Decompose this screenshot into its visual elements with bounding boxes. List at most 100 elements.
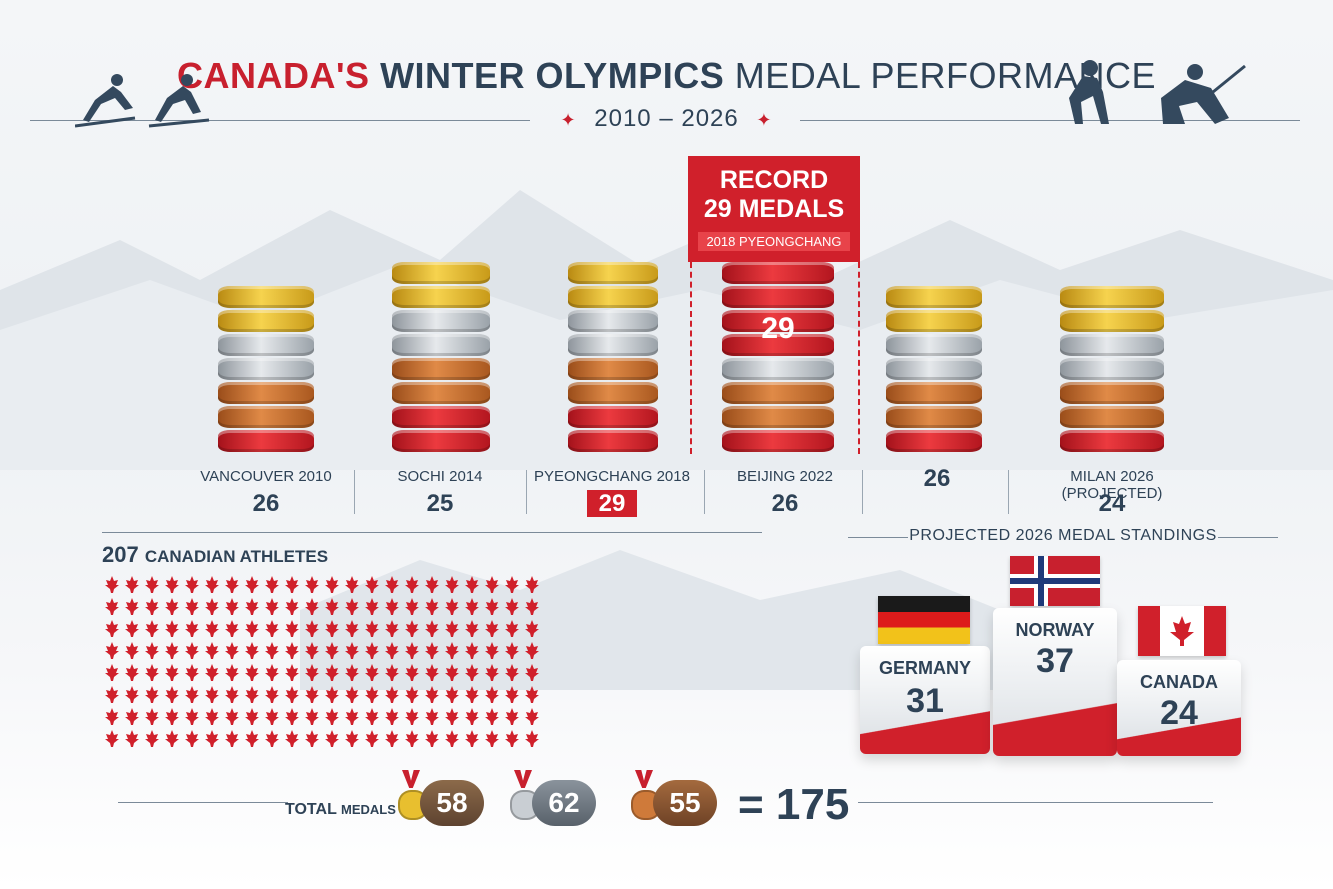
medal-disc <box>568 286 658 308</box>
podium-norway: NORWAY 37 <box>993 608 1117 756</box>
maple-leaf-icon <box>345 708 359 725</box>
maple-leaf-icon <box>385 708 399 725</box>
medal-disc <box>886 286 982 308</box>
medal-disc <box>722 286 834 308</box>
maple-leaf-icon <box>185 642 199 659</box>
podium-country: CANADA <box>1140 672 1218 692</box>
grand-total: = 175 <box>738 780 850 829</box>
maple-leaf-icon <box>425 686 439 703</box>
tick-label: BEIJING 2022 <box>737 468 833 485</box>
maple-leaf-icon <box>385 598 399 615</box>
maple-leaf-icon <box>125 620 139 637</box>
maple-leaf-icon <box>505 708 519 725</box>
maple-leaf-icon <box>485 730 499 747</box>
year-range: ✦ 2010 – 2026 ✦ <box>560 105 773 132</box>
maple-leaf-icon <box>265 576 279 593</box>
maple-leaf-icon <box>525 708 539 725</box>
title-rule-right <box>800 120 1300 121</box>
maple-leaf-icon <box>225 620 239 637</box>
maple-leaf-icon <box>365 708 379 725</box>
medal-disc <box>1060 406 1164 428</box>
maple-leaf-icon <box>525 598 539 615</box>
maple-leaf-icon <box>205 620 219 637</box>
maple-leaf-icon <box>365 664 379 681</box>
maple-leaf-icon <box>145 686 159 703</box>
maple-leaf-icon <box>145 730 159 747</box>
maple-leaf-icon <box>385 686 399 703</box>
maple-leaf-icon <box>245 598 259 615</box>
maple-leaf-icon <box>445 664 459 681</box>
maple-leaf-icon <box>165 730 179 747</box>
maple-leaf-icon <box>105 642 119 659</box>
medal-stack <box>1060 286 1164 454</box>
medal-disc <box>722 262 834 284</box>
column-separator <box>862 470 863 514</box>
medal-disc <box>392 310 490 332</box>
maple-leaf-icon <box>425 642 439 659</box>
medal-disc <box>722 406 834 428</box>
maple-leaf-icon <box>525 576 539 593</box>
medal-disc <box>722 334 834 356</box>
maple-leaf-icon <box>285 620 299 637</box>
podium-canada: CANADA 24 <box>1117 660 1241 756</box>
maple-leaf-icon <box>485 576 499 593</box>
maple-leaf-icon <box>185 730 199 747</box>
maple-leaf-icon <box>285 642 299 659</box>
maple-leaf-icon <box>505 620 519 637</box>
maple-leaf-icon <box>345 620 359 637</box>
maple-leaf-icon <box>365 620 379 637</box>
maple-leaf-icon <box>305 642 319 659</box>
maple-leaf-icon <box>285 598 299 615</box>
standings-title: PROJECTED 2026 MEDAL STANDINGS <box>909 527 1217 544</box>
medal-disc <box>392 406 490 428</box>
medal-disc <box>886 334 982 356</box>
maple-leaf-icon <box>345 598 359 615</box>
maple-leaf-icon <box>165 598 179 615</box>
medal-stack <box>218 286 314 454</box>
maple-leaf-icon <box>105 708 119 725</box>
maple-leaf-icon <box>305 598 319 615</box>
tick-label: VANCOUVER 2010 <box>200 468 332 485</box>
maple-leaf-icon <box>465 620 479 637</box>
maple-leaf-icon <box>285 664 299 681</box>
maple-leaf-icon <box>285 686 299 703</box>
maple-leaf-icon <box>325 576 339 593</box>
podium-germany: GERMANY 31 <box>860 646 990 754</box>
callout-dashed-line <box>690 262 692 454</box>
maple-leaf-icon <box>125 598 139 615</box>
medal-disc <box>722 430 834 452</box>
maple-leaf-icon <box>245 664 259 681</box>
maple-leaf-icon <box>445 708 459 725</box>
callout-dashed-line <box>858 262 860 454</box>
bronze-total: 55 <box>653 780 717 826</box>
maple-leaf-icon <box>305 708 319 725</box>
maple-leaf-icon <box>525 730 539 747</box>
medal-disc <box>1060 430 1164 452</box>
maple-leaf-icon <box>145 598 159 615</box>
maple-leaf-icon <box>145 620 159 637</box>
maple-leaf-icon <box>305 620 319 637</box>
medal-stack <box>392 262 490 454</box>
maple-leaf-icon <box>385 664 399 681</box>
column-separator <box>704 470 705 514</box>
maple-leaf-icon <box>465 642 479 659</box>
maple-leaf-icon <box>465 576 479 593</box>
maple-leaf-icon <box>105 664 119 681</box>
column-separator <box>354 470 355 514</box>
maple-leaf-icon <box>145 642 159 659</box>
maple-leaf-icon <box>525 686 539 703</box>
maple-leaf-icon <box>505 686 519 703</box>
maple-leaf-icon <box>465 730 479 747</box>
maple-leaf-icon <box>485 664 499 681</box>
title-rule-left <box>30 120 530 121</box>
totals-label: TOTAL MEDALS <box>285 801 396 818</box>
data-label: 26 <box>771 490 799 517</box>
maple-leaf-icon <box>445 730 459 747</box>
maple-leaf-icon <box>225 708 239 725</box>
maple-leaf-icon <box>245 620 259 637</box>
medal-disc <box>568 406 658 428</box>
maple-leaf-icon <box>105 686 119 703</box>
medal-disc <box>218 406 314 428</box>
maple-leaf-icon <box>145 664 159 681</box>
maple-leaf-icon <box>425 730 439 747</box>
